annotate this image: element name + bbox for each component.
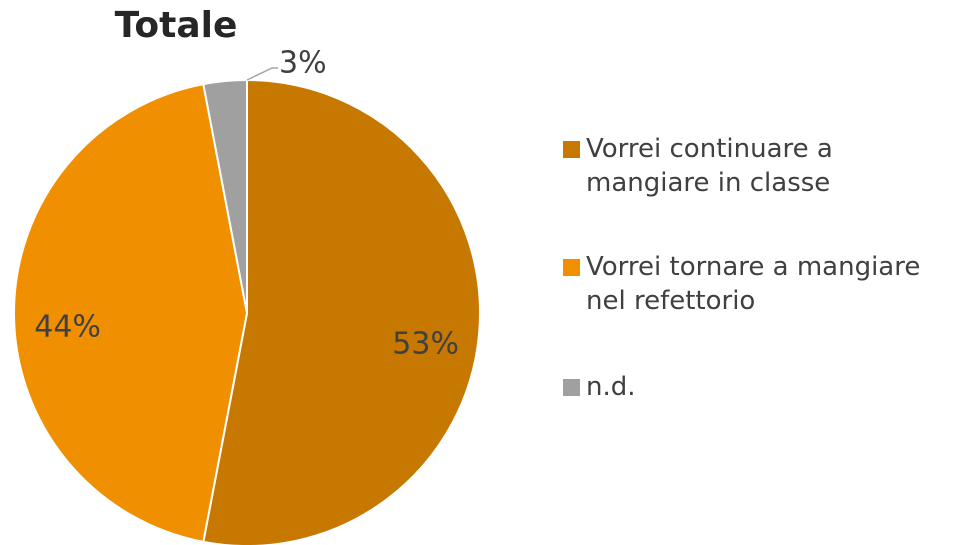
pie-slice (202, 78, 248, 314)
data-label: 44% (34, 310, 101, 345)
leader-line (246, 67, 278, 81)
pie-slice (202, 78, 481, 545)
legend-label: Vorrei tornare a mangiare nel refettorio (586, 252, 921, 316)
legend-label: Vorrei continuare a mangiare in classe (586, 134, 833, 198)
data-label: 53% (392, 326, 459, 361)
legend-item: Vorrei continuare a mangiare in classe (563, 132, 958, 200)
legend-item: n.d. (563, 370, 958, 404)
pie-slice (13, 82, 249, 544)
legend-item: Vorrei tornare a mangiare nel refettorio (563, 250, 958, 318)
legend-label: n.d. (586, 372, 636, 402)
legend-swatch (563, 379, 580, 396)
data-label: 3% (279, 46, 327, 81)
legend-swatch (563, 259, 580, 276)
legend-swatch (563, 141, 580, 158)
chart-title: Totale (115, 5, 238, 46)
